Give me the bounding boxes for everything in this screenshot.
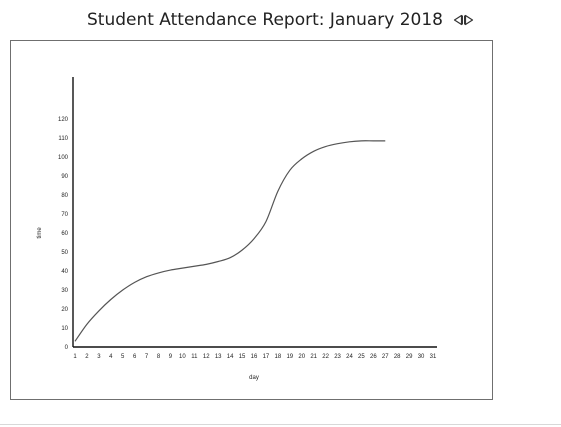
y-tick-label: 10 [61,326,68,332]
x-tick-label: 6 [133,354,137,360]
x-axis-ticks: 1 2 3 4 5 6 7 8 9 10 11 12 13 14 15 16 17 18 19 20 21 22 23 24 2… [73,354,437,360]
report-header: Student Attendance Report: January 2018 [0,6,561,34]
report-navigation [453,13,474,27]
x-tick-label: 3 [97,354,101,360]
x-tick-label: 4 [109,354,113,360]
previous-report-button[interactable] [453,13,463,27]
x-tick-label: 9 [169,354,173,360]
series-line [74,140,386,342]
window-bottom-rule [0,424,561,425]
page-title: Student Attendance Report: January 2018 [86,10,443,30]
y-tick-label: 50 [61,250,68,256]
x-tick-label: 24 [346,354,353,360]
x-tick-label: 8 [157,354,161,360]
x-tick-label: 27 [382,354,389,360]
x-tick-label: 21 [310,354,317,360]
x-tick-label: 17 [263,354,270,360]
y-tick-label: 0 [65,345,69,351]
x-tick-label: 20 [298,354,305,360]
y-tick-label: 80 [61,193,68,199]
x-tick-label: 15 [239,354,246,360]
y-tick-label: 70 [61,212,68,218]
x-tick-label: 13 [215,354,222,360]
x-tick-label: 12 [203,354,210,360]
x-tick-label: 31 [430,354,437,360]
y-tick-label: 100 [58,155,69,161]
x-tick-label: 28 [394,354,401,360]
x-axis-label: day [249,375,259,381]
x-tick-label: 2 [85,354,89,360]
x-tick-label: 10 [179,354,186,360]
x-tick-label: 1 [73,354,77,360]
x-tick-label: 25 [358,354,365,360]
x-tick-label: 16 [251,354,258,360]
x-tick-label: 14 [227,354,234,360]
x-tick-label: 29 [406,354,413,360]
x-tick-label: 11 [191,354,198,360]
triangle-left-icon [453,14,463,26]
y-tick-label: 60 [61,231,68,237]
x-tick-label: 26 [370,354,377,360]
y-tick-label: 90 [61,174,68,180]
y-tick-label: 110 [58,136,68,142]
x-tick-label: 7 [145,354,149,360]
chart-panel: 0 10 20 30 40 50 60 70 80 90 100 110 120 1 2 3 4 5 6 7 8 9 10… [10,40,493,400]
x-tick-label: 22 [322,354,329,360]
y-axis-ticks: 0 10 20 30 40 50 60 70 80 90 100 110 120 [58,117,69,351]
x-tick-label: 5 [121,354,125,360]
x-tick-label: 19 [286,354,293,360]
x-tick-label: 18 [275,354,282,360]
next-report-button[interactable] [464,13,474,27]
x-tick-label: 30 [418,354,425,360]
y-tick-label: 30 [61,288,68,294]
y-axis-label: time [37,227,43,239]
y-tick-label: 20 [61,307,68,313]
triangle-right-icon [464,14,474,26]
y-tick-label: 120 [58,117,69,123]
x-tick-label: 23 [334,354,341,360]
y-tick-label: 40 [61,269,68,275]
